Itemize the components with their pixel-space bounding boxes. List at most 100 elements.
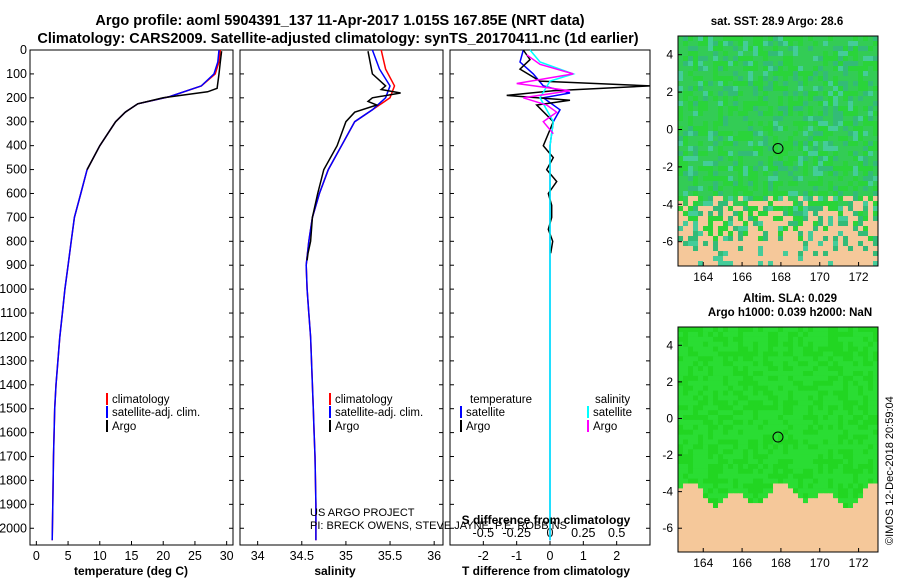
map-cell — [853, 61, 859, 67]
map-cell — [808, 186, 814, 192]
map-cell — [683, 126, 689, 132]
map-cell — [843, 473, 849, 479]
map-cell — [808, 236, 814, 242]
map-cell — [768, 101, 774, 107]
map-cell — [693, 206, 699, 212]
map-cell — [728, 473, 734, 479]
map-cell — [828, 196, 834, 202]
map-cell — [753, 116, 759, 122]
map-cell — [773, 66, 779, 72]
map-cell — [778, 410, 784, 416]
map-cell — [823, 66, 829, 72]
map-cell — [828, 346, 834, 352]
map-cell — [803, 196, 809, 202]
map-cell — [808, 498, 814, 504]
map-cell — [723, 206, 729, 212]
map-cell — [743, 512, 749, 519]
map-cell — [778, 41, 784, 47]
map-cell — [748, 206, 754, 212]
map-cell — [718, 478, 724, 484]
map-cell — [718, 419, 724, 426]
map-cell — [728, 226, 734, 232]
map-cell — [808, 547, 814, 553]
map-cell — [768, 46, 774, 52]
y-tick-label: 4 — [666, 48, 673, 62]
map-cell — [863, 216, 869, 222]
map-cell — [728, 201, 734, 207]
map-cell — [748, 41, 754, 47]
map-cell — [713, 483, 719, 489]
map-cell — [828, 327, 834, 333]
map-cell — [688, 478, 694, 484]
map-cell — [703, 331, 709, 338]
map-cell — [763, 473, 769, 479]
map-cell — [813, 327, 819, 333]
map-cell — [783, 71, 789, 77]
map-cell — [783, 141, 789, 147]
map-cell — [708, 66, 714, 72]
map-cell — [703, 356, 709, 362]
map-cell — [818, 136, 824, 142]
map-cell — [698, 256, 704, 262]
map-cell — [688, 346, 694, 352]
map-cell — [693, 131, 699, 137]
map-cell — [858, 371, 864, 377]
map-cell — [823, 251, 829, 257]
map-cell — [828, 468, 834, 475]
map-cell — [868, 429, 874, 435]
map-cell — [818, 251, 824, 257]
map-cell — [708, 176, 714, 182]
map-cell — [838, 161, 844, 167]
map-cell — [843, 346, 849, 352]
map-cell — [683, 56, 689, 62]
map-cell — [733, 419, 739, 426]
map-cell — [698, 121, 704, 127]
map-cell — [843, 136, 849, 142]
map-cell — [803, 71, 809, 77]
map-cell — [683, 101, 689, 107]
map-cell — [873, 395, 879, 401]
map-cell — [823, 141, 829, 147]
map-cell — [738, 246, 744, 252]
map-cell — [808, 161, 814, 167]
map-cell — [843, 126, 849, 132]
map-cell — [823, 468, 829, 475]
map-cell — [793, 493, 799, 499]
map-cell — [798, 454, 804, 460]
sla-map-axes — [677, 326, 879, 553]
map-cell — [823, 361, 829, 367]
map-cell — [753, 236, 759, 242]
map-cell — [748, 66, 754, 72]
map-cell — [818, 385, 824, 391]
map-cell — [738, 81, 744, 87]
map-cell — [753, 181, 759, 187]
map-cell — [678, 221, 684, 227]
map-cell — [723, 71, 729, 77]
map-cell — [743, 216, 749, 222]
map-cell — [768, 380, 774, 387]
map-cell — [838, 459, 844, 465]
map-cell — [843, 454, 849, 460]
map-cell — [808, 151, 814, 157]
map-cell — [788, 141, 794, 147]
map-cell — [853, 351, 859, 357]
map-cell — [793, 356, 799, 362]
map-cell — [853, 439, 859, 445]
map-cell — [823, 161, 829, 167]
map-cell — [868, 186, 874, 192]
map-cell — [763, 221, 769, 227]
map-cell — [768, 116, 774, 122]
map-cell — [848, 191, 854, 197]
map-cell — [748, 327, 754, 333]
map-cell — [828, 419, 834, 426]
map-cell — [793, 532, 799, 538]
map-cell — [748, 542, 754, 548]
map-cell — [818, 478, 824, 484]
map-cell — [803, 331, 809, 338]
series-s-argo — [516, 54, 574, 135]
map-cell — [698, 508, 704, 514]
map-cell — [798, 522, 804, 528]
map-cell — [828, 146, 834, 152]
map-cell — [683, 196, 689, 202]
map-cell — [788, 196, 794, 202]
